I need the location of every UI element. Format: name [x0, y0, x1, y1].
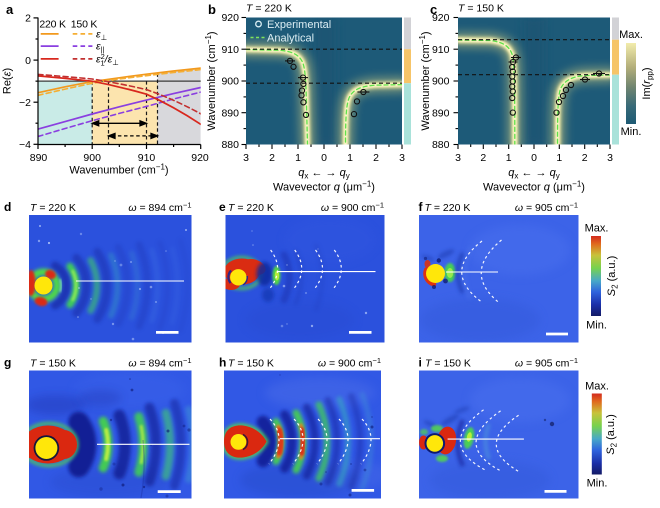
svg-text:e: e: [219, 200, 226, 214]
svg-text:890: 890: [30, 152, 48, 164]
svg-text:880: 880: [221, 139, 239, 151]
svg-text:g: g: [4, 356, 11, 370]
svg-text:900: 900: [83, 152, 101, 164]
svg-text:T = 150 K: T = 150 K: [30, 358, 76, 370]
svg-text:T = 150 K: T = 150 K: [425, 358, 471, 370]
svg-text:920: 920: [191, 152, 209, 164]
svg-text:S2 (a.u.): S2 (a.u.): [606, 256, 620, 297]
svg-text:qx ← → qy: qx ← → qy: [298, 167, 349, 181]
svg-text:Experimental: Experimental: [267, 19, 331, 31]
svg-text:900: 900: [432, 76, 450, 88]
svg-text:920: 920: [221, 12, 239, 24]
svg-text:T = 220 K: T = 220 K: [30, 202, 76, 214]
svg-text:T = 220 K: T = 220 K: [425, 202, 471, 214]
svg-text:T = 220 K: T = 220 K: [246, 3, 292, 15]
svg-text:2: 2: [269, 152, 275, 164]
svg-text:220 K: 220 K: [39, 19, 66, 31]
svg-text:Max.: Max.: [585, 381, 609, 393]
svg-text:1: 1: [347, 152, 353, 164]
svg-text:h: h: [219, 356, 226, 370]
svg-text:Wavenumber (cm−1): Wavenumber (cm−1): [204, 31, 218, 130]
svg-text:ω = 894 cm−1: ω = 894 cm−1: [128, 201, 191, 215]
svg-text:a: a: [6, 2, 14, 17]
svg-text:T = 150 K: T = 150 K: [228, 358, 274, 370]
svg-text:ω = 900 cm−1: ω = 900 cm−1: [318, 356, 381, 370]
svg-text:ω = 905 cm−1: ω = 905 cm−1: [515, 356, 578, 370]
svg-text:Wavenumber (cm−1): Wavenumber (cm−1): [69, 163, 168, 177]
svg-text:i: i: [419, 356, 422, 370]
svg-text:890: 890: [221, 107, 239, 119]
svg-text:1: 1: [556, 152, 562, 164]
svg-text:Wavevector q (μm−1): Wavevector q (μm−1): [273, 180, 375, 194]
svg-text:ε⊥: ε⊥: [96, 29, 108, 43]
svg-text:Min.: Min.: [587, 478, 608, 490]
svg-text:3: 3: [399, 152, 405, 164]
svg-text:2: 2: [582, 152, 588, 164]
svg-text:Max.: Max.: [619, 29, 643, 41]
svg-text:Wavevector q (μm−1): Wavevector q (μm−1): [483, 180, 585, 194]
svg-text:0: 0: [25, 55, 31, 67]
svg-text:Wavenumber (cm−1): Wavenumber (cm−1): [418, 31, 432, 130]
svg-text:0: 0: [321, 152, 327, 164]
svg-text:Min.: Min.: [586, 320, 607, 332]
svg-text:b: b: [208, 2, 216, 17]
svg-text:1: 1: [295, 152, 301, 164]
svg-text:920: 920: [432, 12, 450, 24]
svg-text:150 K: 150 K: [71, 19, 98, 31]
svg-text:ω = 905 cm−1: ω = 905 cm−1: [515, 201, 578, 215]
svg-text:−2: −2: [19, 97, 31, 109]
svg-text:ε21/ε⊥: ε2 1/ε⊥: [96, 52, 119, 68]
svg-text:ω = 900 cm−1: ω = 900 cm−1: [321, 201, 384, 215]
svg-text:f: f: [419, 200, 424, 214]
svg-text:1: 1: [506, 152, 512, 164]
svg-text:910: 910: [221, 44, 239, 56]
svg-text:880: 880: [432, 139, 450, 151]
svg-text:ω = 894 cm−1: ω = 894 cm−1: [128, 356, 191, 370]
svg-text:−4: −4: [19, 139, 31, 151]
svg-text:ε||: ε||: [96, 41, 105, 55]
svg-text:d: d: [4, 200, 11, 214]
svg-text:qx ← → qy: qx ← → qy: [508, 167, 559, 181]
svg-text:Min.: Min.: [621, 126, 642, 138]
svg-text:S2 (a.u.): S2 (a.u.): [605, 414, 619, 455]
svg-text:3: 3: [455, 152, 461, 164]
svg-text:0: 0: [531, 152, 537, 164]
svg-text:2: 2: [25, 13, 31, 25]
svg-text:Max.: Max.: [585, 223, 609, 235]
svg-text:T = 220 K: T = 220 K: [228, 202, 274, 214]
svg-text:910: 910: [138, 152, 156, 164]
svg-text:910: 910: [432, 44, 450, 56]
svg-text:890: 890: [432, 107, 450, 119]
svg-text:3: 3: [243, 152, 249, 164]
svg-text:3: 3: [607, 152, 613, 164]
svg-text:c: c: [430, 2, 437, 17]
svg-text:Analytical: Analytical: [267, 33, 314, 45]
svg-text:T = 150 K: T = 150 K: [458, 3, 504, 15]
svg-text:900: 900: [221, 76, 239, 88]
svg-text:2: 2: [373, 152, 379, 164]
svg-text:2: 2: [480, 152, 486, 164]
svg-text:Re(ε): Re(ε): [2, 68, 14, 94]
